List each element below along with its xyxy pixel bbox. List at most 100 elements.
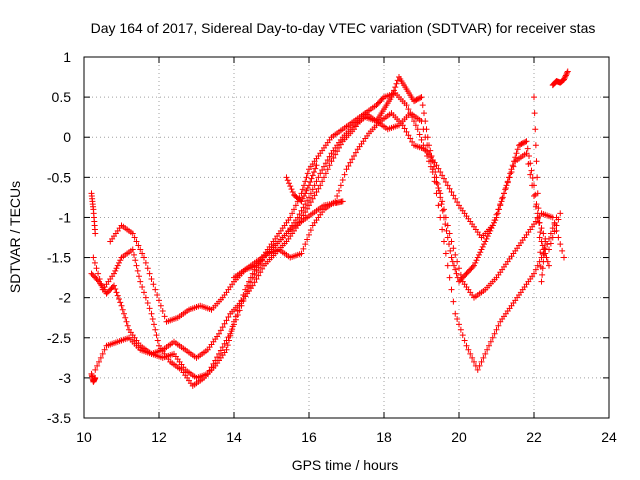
data-point <box>141 289 147 296</box>
data-point <box>561 254 567 261</box>
data-point <box>547 240 554 247</box>
data-point <box>322 160 329 167</box>
data-point <box>454 199 461 206</box>
x-tick-label: 24 <box>601 429 617 445</box>
y-tick-label: 0 <box>63 129 71 145</box>
data-point <box>503 182 510 189</box>
data-point <box>540 230 547 237</box>
data-point <box>437 168 444 175</box>
data-point <box>216 330 222 337</box>
data-point <box>92 366 99 373</box>
data-point <box>450 298 457 305</box>
data-point <box>471 262 477 269</box>
data-point <box>510 163 517 170</box>
data-point <box>206 367 213 374</box>
data-point <box>259 265 266 272</box>
data-point <box>549 225 556 232</box>
data-point <box>491 330 498 337</box>
data-point <box>347 159 354 166</box>
data-point <box>311 168 317 175</box>
data-point <box>546 246 552 253</box>
data-point <box>379 95 386 102</box>
data-point <box>224 342 231 349</box>
data-point <box>92 230 99 237</box>
data-point <box>352 149 359 156</box>
data-point <box>451 262 457 269</box>
data-point <box>391 87 397 94</box>
data-point <box>422 134 429 141</box>
data-point <box>298 250 305 257</box>
data-point <box>461 337 468 344</box>
data-point <box>204 370 211 377</box>
data-series-track-6 <box>283 162 320 205</box>
data-point <box>341 171 348 178</box>
data-point <box>532 266 539 273</box>
data-point <box>339 198 346 205</box>
data-point <box>139 250 146 257</box>
data-point <box>527 171 534 178</box>
data-point <box>349 156 356 163</box>
data-point <box>307 179 314 186</box>
data-point <box>417 94 424 101</box>
data-point <box>161 313 168 320</box>
data-point <box>448 189 455 196</box>
data-point <box>442 214 449 221</box>
data-point <box>479 243 486 250</box>
data-point <box>439 198 446 205</box>
data-point <box>302 241 309 248</box>
data-point <box>315 185 322 192</box>
data-point <box>154 337 161 344</box>
data-point <box>144 300 151 307</box>
y-tick-label: -0.5 <box>47 169 71 185</box>
data-series-track-1 <box>90 74 552 389</box>
data-point <box>313 162 320 169</box>
data-point <box>309 195 316 202</box>
x-axis-label: GPS time / hours <box>292 457 399 473</box>
data-point <box>486 342 492 349</box>
data-point <box>491 217 498 224</box>
data-point <box>559 247 566 254</box>
data-point <box>328 158 335 165</box>
data-series-track-9 <box>88 370 99 385</box>
data-point <box>289 210 296 217</box>
data-point <box>315 174 322 181</box>
data-point <box>326 153 333 160</box>
data-point <box>101 346 108 353</box>
data-point <box>144 265 151 272</box>
data-point <box>523 150 530 157</box>
data-points <box>88 68 571 389</box>
data-point <box>420 126 427 133</box>
data-point <box>465 346 472 353</box>
data-point <box>553 222 560 229</box>
data-point <box>306 231 312 238</box>
data-point <box>308 175 315 182</box>
data-point <box>418 94 425 101</box>
data-point <box>302 201 309 208</box>
data-point <box>523 138 530 145</box>
data-point <box>431 178 438 185</box>
data-point <box>450 192 457 199</box>
y-tick-label: -2.5 <box>47 330 71 346</box>
data-point <box>541 251 547 258</box>
data-point <box>121 310 127 317</box>
data-point <box>129 230 136 237</box>
data-point <box>534 174 541 181</box>
data-point <box>148 275 155 282</box>
data-point <box>326 162 333 169</box>
data-point <box>555 216 562 223</box>
data-point <box>116 259 122 266</box>
data-point <box>223 337 230 344</box>
data-point <box>300 204 307 211</box>
data-point <box>392 84 399 91</box>
data-point <box>437 214 444 221</box>
data-point <box>469 354 476 361</box>
data-point <box>531 270 537 277</box>
data-point <box>504 179 511 186</box>
data-point <box>287 214 294 221</box>
data-point <box>435 185 442 192</box>
data-point <box>514 146 521 153</box>
data-point <box>433 190 440 197</box>
data-point <box>95 270 102 277</box>
data-point <box>439 172 446 179</box>
data-point <box>317 170 324 177</box>
